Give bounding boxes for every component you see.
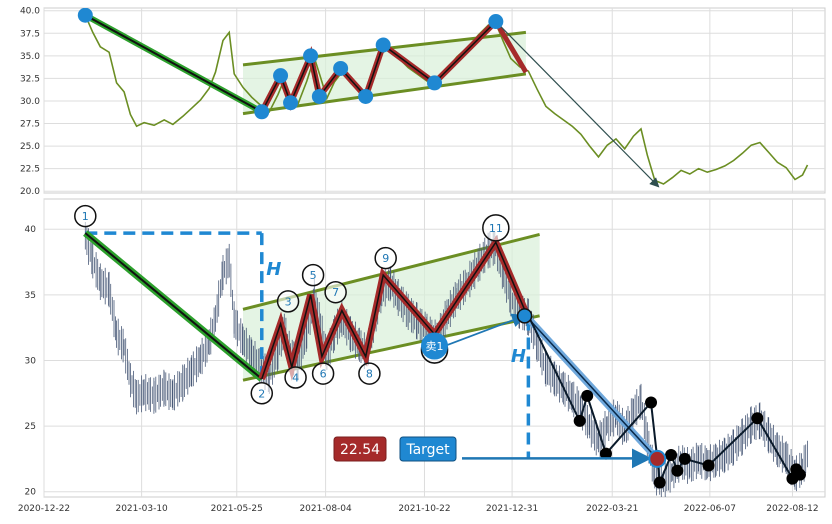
bottom-y-tick-label: 30 (25, 356, 37, 366)
bottom-y-tick-label: 25 (25, 422, 36, 432)
top-panel: 20.0 22.5 25.0 27.5 30.0 32.5 35.0 37.5 40.0 (20, 7, 826, 197)
top-y-tick-labels: 20.0 22.5 25.0 27.5 30.0 32.5 35.0 37.5 40.0 (20, 7, 40, 197)
x-axis-tick-labels: 2020-12-22 2021-03-10 2021-05-25 2021-08-04… (18, 504, 819, 514)
bottom-y-tick-labels: 20 25 30 35 40 (25, 225, 37, 498)
height-left-label: H (266, 259, 281, 280)
wave-circle (358, 362, 381, 385)
top-zigzag-tail (493, 20, 529, 74)
top-y-tick-label: 22.5 (20, 165, 40, 175)
wave-circle (250, 382, 274, 405)
top-y-tick-label: 37.5 (20, 29, 40, 39)
post-breakout-marker (653, 476, 666, 489)
bottom-y-tick-label: 40 (25, 225, 37, 235)
wave-circle (301, 263, 325, 287)
post-breakout-marker (581, 389, 594, 402)
wave-circle-label: 1 (82, 210, 89, 223)
bottom-y-tick-label: 20 (25, 488, 37, 498)
x-tick-label: 2022-03-21 (586, 504, 638, 514)
pattern-marker (303, 48, 319, 64)
pattern-marker (77, 8, 93, 23)
top-y-tick-label: 32.5 (20, 74, 40, 84)
x-tick-label: 2022-08-12 (766, 504, 818, 514)
top-y-tick-label: 30.0 (20, 97, 40, 107)
target-label-text: Target (405, 442, 450, 458)
pattern-marker (254, 104, 270, 120)
target-projection-core (527, 317, 658, 460)
wave-circle-label: 5 (310, 269, 317, 282)
height-guides: HH (85, 231, 531, 459)
post-breakout-marker (573, 414, 586, 427)
wave-circle-label: 11 (489, 222, 503, 235)
bottom-y-tick-label: 35 (25, 291, 36, 301)
x-tick-label: 2021-10-22 (398, 504, 450, 514)
top-y-tick-label: 27.5 (20, 120, 40, 130)
post-breakout-marker (702, 459, 715, 472)
top-y-tick-label: 40.0 (20, 7, 40, 17)
x-tick-label: 2021-08-04 (299, 504, 352, 514)
bottom-pattern (83, 230, 532, 382)
top-pattern-markers (77, 8, 504, 120)
x-tick-label: 2021-03-10 (115, 504, 168, 514)
top-y-tick-label: 25.0 (20, 142, 40, 152)
sell-marker (421, 332, 448, 360)
wave-circle-label: 7 (332, 286, 339, 299)
bottom-drop-leg-core (84, 232, 263, 380)
pattern-marker (375, 37, 391, 53)
wave-circle (311, 362, 335, 385)
post-breakout-marker (671, 464, 684, 477)
bottom-zigzag-core (261, 240, 530, 380)
sell-marker-label: 卖1 (426, 340, 444, 353)
x-tick-label: 2021-12-31 (486, 504, 538, 514)
wave-circle (374, 246, 397, 270)
post-breakout-marker (678, 452, 691, 465)
top-y-tick-label: 35.0 (20, 52, 40, 62)
wave-circle (482, 214, 510, 242)
wave-circle (74, 204, 97, 228)
wave-circle-label: 3 (285, 295, 292, 308)
post-breakout-marker (599, 447, 612, 460)
pattern-marker (333, 60, 349, 76)
post-breakout-marker (665, 448, 678, 461)
post-breakout-marker (793, 468, 806, 481)
post-breakout-marker (751, 412, 764, 425)
breakout-marker (516, 308, 533, 324)
pattern-marker (358, 88, 374, 104)
projection-arrow (495, 21, 660, 188)
wave-circle-label: 4 (292, 372, 299, 385)
pattern-marker (488, 14, 504, 30)
wave-circle-label: 2 (258, 387, 265, 400)
x-tick-label: 2020-12-22 (18, 504, 70, 514)
wave-circle-label: 9 (382, 252, 389, 265)
wave-circle-labels: 1 2 3 4 5 6 7 8 9 11 (74, 204, 510, 405)
wave-circle (276, 290, 300, 313)
pattern-marker (273, 68, 289, 84)
signal-markers: 卖1 (420, 308, 533, 364)
wave-circle (324, 280, 347, 304)
wave-circle-label: 6 (320, 368, 327, 381)
x-tick-label: 2021-05-25 (211, 504, 263, 514)
top-zigzag-core (261, 20, 497, 113)
pattern-marker (427, 75, 442, 91)
wave-circle-label: 8 (366, 368, 373, 381)
post-breakout-path (462, 315, 806, 489)
top-drop-leg-core (84, 14, 263, 113)
top-y-tick-label: 20.0 (20, 187, 40, 197)
height-right-label: H (511, 346, 526, 367)
target-label-box: Target (399, 436, 457, 462)
post-breakout-marker (645, 396, 658, 409)
top-pattern (83, 12, 660, 188)
target-value-text: 22.54 (340, 442, 380, 458)
pattern-marker (311, 88, 327, 104)
sell-arrow (444, 313, 527, 347)
wave-circle (284, 366, 307, 389)
target-value-box: 22.54 (333, 436, 387, 462)
pattern-marker (283, 95, 299, 111)
x-tick-label: 2022-06-07 (684, 504, 736, 514)
target-hit-marker (648, 449, 667, 468)
